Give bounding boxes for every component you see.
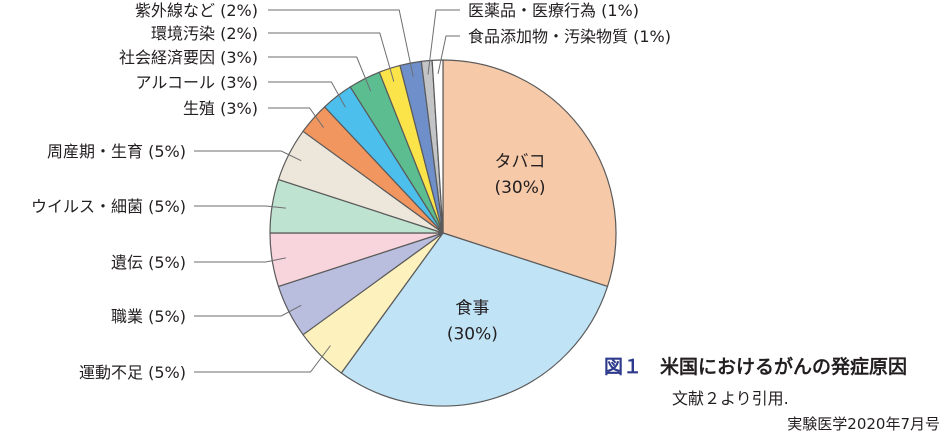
slice-label: 医薬品・医療行為 (1%) — [468, 1, 639, 20]
leader-line — [427, 9, 460, 75]
leader-line — [194, 345, 331, 373]
slice-label: 食事(30%) — [447, 299, 498, 345]
slice-label: 紫外線など (2%) — [135, 1, 258, 20]
slice-label: 食品添加物・汚染物質 (1%) — [468, 27, 671, 46]
slice-label: 生殖 (3%) — [183, 99, 258, 118]
slice-label: タバコ(30%) — [494, 152, 545, 198]
pie-slices — [269, 59, 617, 407]
slice-label: 社会経済要因 (3%) — [119, 48, 258, 67]
leader-line — [268, 81, 346, 108]
leader-line — [194, 257, 286, 263]
figure-title: 米国におけるがんの発症原因 — [660, 356, 908, 378]
leader-line — [194, 304, 302, 317]
leader-line — [268, 32, 395, 82]
slice-labels: タバコ(30%) 食事(30%) 運動不足 (5%) 職業 (5%) 遺伝 (5%) ウイ… — [31, 1, 671, 382]
leader-line — [194, 150, 302, 162]
pie-slice — [340, 232, 609, 407]
leader-line — [194, 205, 286, 209]
leader-line — [268, 56, 372, 92]
leader-line — [437, 35, 460, 75]
pie-slice — [431, 59, 444, 234]
slice-label: 環境汚染 (2%) — [151, 24, 258, 43]
slice-label: 周産期・生育 (5%) — [47, 142, 186, 161]
figure-caption: 図１ 米国におけるがんの発症原因 — [604, 352, 907, 379]
citation-note: 文献２より引用. — [672, 389, 789, 408]
leader-lines — [194, 9, 460, 373]
leader-line — [268, 107, 325, 128]
slice-label: ウイルス・細菌 (5%) — [31, 197, 186, 216]
slice-label: アルコール (3%) — [136, 73, 258, 92]
source-note: 実験医学2020年7月号 — [787, 415, 940, 433]
slice-label: 職業 (5%) — [111, 307, 186, 326]
slice-label: 運動不足 (5%) — [79, 363, 186, 382]
slice-label: 遺伝 (5%) — [111, 253, 186, 272]
leader-line — [268, 9, 414, 77]
pie-slice — [442, 59, 617, 288]
figure-number: 図１ — [604, 356, 643, 378]
